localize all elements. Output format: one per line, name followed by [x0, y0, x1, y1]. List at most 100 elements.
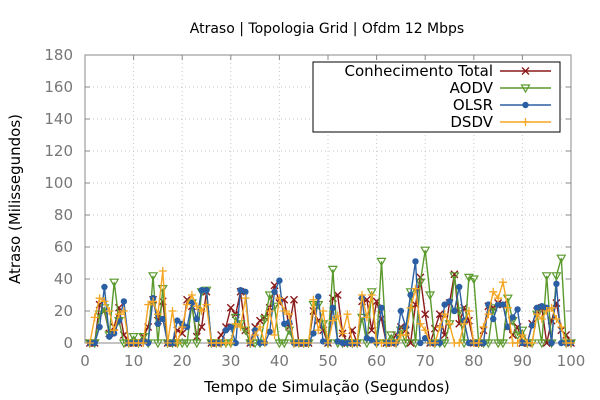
- data-point: [435, 310, 444, 319]
- y-tick-label: 140: [44, 110, 73, 128]
- data-point: [106, 333, 113, 340]
- data-point: [187, 291, 196, 299]
- data-point: [183, 300, 192, 309]
- data-point: [159, 315, 166, 323]
- legend-label: DSDV: [450, 113, 493, 131]
- data-point: [537, 315, 546, 323]
- data-point: [260, 339, 269, 347]
- data-point: [95, 294, 104, 303]
- data-point: [456, 283, 463, 291]
- data-point: [548, 339, 555, 347]
- data-point: [366, 288, 377, 298]
- data-point: [193, 315, 200, 323]
- data-point: [397, 307, 405, 315]
- data-point: [279, 339, 290, 349]
- legend-label: Conhecimento Total: [344, 62, 493, 80]
- data-point: [255, 323, 264, 331]
- data-point: [474, 339, 483, 347]
- data-point: [259, 315, 270, 325]
- data-point: [378, 304, 385, 311]
- data-point: [338, 329, 347, 338]
- data-point: [192, 302, 201, 311]
- data-point: [551, 272, 562, 282]
- data-point: [128, 333, 139, 342]
- data-point: [541, 272, 552, 282]
- legend-swatch-marker: [522, 101, 529, 109]
- data-point: [304, 339, 313, 347]
- data-point: [173, 339, 182, 347]
- data-point: [324, 339, 332, 347]
- data-point: [557, 323, 566, 331]
- data-point: [90, 313, 99, 322]
- series-3: [85, 267, 575, 347]
- data-point: [197, 307, 206, 315]
- x-tick-label: 40: [270, 352, 289, 370]
- data-point: [314, 326, 323, 335]
- data-point: [400, 339, 411, 349]
- data-point: [392, 339, 401, 347]
- legend-label: OLSR: [453, 96, 493, 114]
- data-point: [489, 287, 498, 296]
- data-point: [405, 288, 416, 298]
- data-point: [407, 291, 414, 299]
- data-point: [436, 339, 443, 347]
- data-point: [339, 339, 346, 347]
- data-point: [430, 339, 439, 347]
- data-point: [285, 310, 294, 319]
- data-point: [479, 323, 488, 331]
- data-point: [198, 287, 205, 294]
- data-point: [488, 304, 499, 314]
- legend-swatch-marker: [521, 118, 530, 126]
- data-point: [513, 339, 522, 347]
- data-point: [484, 310, 493, 319]
- legend-swatch-marker: [520, 84, 531, 94]
- x-tick-label: 20: [173, 352, 192, 370]
- data-point: [270, 331, 279, 339]
- data-point: [421, 310, 430, 319]
- data-point: [276, 277, 283, 284]
- y-tick-label: 40: [54, 270, 73, 288]
- data-point: [411, 284, 420, 293]
- data-point: [498, 278, 507, 287]
- data-point: [406, 303, 415, 312]
- data-point: [309, 295, 318, 304]
- data-point: [441, 301, 448, 308]
- data-point: [174, 317, 181, 324]
- x-tick-label: 70: [416, 352, 435, 370]
- chart-title: Atraso | Topologia Grid | Ofdm 12 Mbps: [190, 21, 464, 37]
- data-point: [281, 320, 288, 327]
- legend-swatch-marker: [521, 67, 530, 75]
- data-point: [395, 326, 406, 336]
- data-point: [110, 326, 119, 335]
- data-point: [105, 307, 114, 315]
- data-point: [468, 275, 479, 285]
- data-point: [251, 331, 260, 339]
- data-point: [425, 291, 436, 301]
- data-point: [536, 339, 547, 349]
- x-axis-label: Tempo de Simulação (Segundos): [203, 378, 450, 396]
- data-point: [343, 310, 352, 319]
- data-point: [310, 330, 317, 337]
- data-point: [109, 278, 120, 288]
- data-point: [464, 307, 473, 315]
- data-point: [401, 331, 410, 339]
- data-point: [100, 297, 109, 306]
- data-point: [493, 339, 504, 349]
- data-point: [163, 339, 172, 347]
- data-point: [289, 295, 298, 304]
- data-point: [191, 339, 202, 349]
- series-layer: [84, 246, 577, 349]
- data-point: [168, 307, 177, 315]
- data-point: [91, 339, 98, 347]
- data-point: [504, 323, 512, 331]
- y-tick-label: 20: [54, 302, 73, 320]
- data-point: [153, 310, 162, 319]
- data-point: [144, 300, 153, 309]
- data-point: [446, 298, 453, 305]
- data-point: [368, 336, 375, 343]
- data-point: [552, 315, 561, 323]
- data-point: [275, 294, 284, 303]
- data-point: [440, 310, 449, 319]
- x-tick-label: 0: [80, 352, 90, 370]
